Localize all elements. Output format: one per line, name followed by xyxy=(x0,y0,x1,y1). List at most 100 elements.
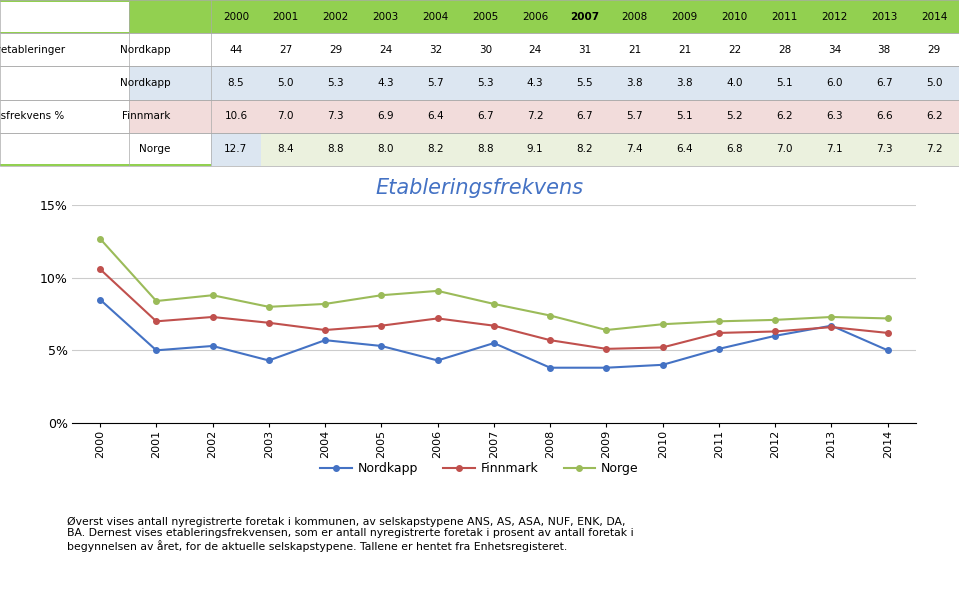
FancyBboxPatch shape xyxy=(211,100,959,133)
Text: 6.7: 6.7 xyxy=(876,78,893,88)
Norge xyxy=(882,315,894,322)
Norge xyxy=(151,297,162,304)
Norge xyxy=(657,321,668,328)
Finnmark xyxy=(151,318,162,325)
Finnmark xyxy=(545,336,556,344)
Text: 4.0: 4.0 xyxy=(726,78,743,88)
Text: 7.0: 7.0 xyxy=(776,144,793,155)
Text: 6.9: 6.9 xyxy=(377,111,394,121)
Text: 7.3: 7.3 xyxy=(327,111,344,121)
FancyBboxPatch shape xyxy=(129,66,211,100)
Text: 2011: 2011 xyxy=(771,11,798,22)
Nordkapp xyxy=(713,345,725,353)
Text: 8.8: 8.8 xyxy=(477,144,494,155)
FancyBboxPatch shape xyxy=(0,0,959,2)
Line: Finnmark: Finnmark xyxy=(97,266,891,352)
Text: 4.3: 4.3 xyxy=(526,78,544,88)
Nordkapp xyxy=(207,342,219,350)
Text: 32: 32 xyxy=(429,45,442,55)
Nordkapp xyxy=(319,336,331,344)
Finnmark xyxy=(826,324,837,331)
Finnmark xyxy=(657,344,668,351)
Text: 21: 21 xyxy=(628,45,642,55)
Nordkapp xyxy=(769,332,781,339)
Text: Nyetableringer: Nyetableringer xyxy=(0,45,65,55)
Text: 24: 24 xyxy=(528,45,542,55)
Nordkapp xyxy=(657,361,668,368)
Text: 31: 31 xyxy=(578,45,592,55)
Text: 2007: 2007 xyxy=(571,11,599,22)
Text: 6.8: 6.8 xyxy=(726,144,743,155)
Text: 7.3: 7.3 xyxy=(876,144,893,155)
Finnmark xyxy=(263,319,274,326)
Text: 5.0: 5.0 xyxy=(277,78,294,88)
Nordkapp xyxy=(151,347,162,354)
Nordkapp xyxy=(826,322,837,329)
Norge xyxy=(263,303,274,310)
Text: 2010: 2010 xyxy=(721,11,748,22)
Text: 8.0: 8.0 xyxy=(377,144,394,155)
Text: 7.0: 7.0 xyxy=(277,111,294,121)
Text: 29: 29 xyxy=(927,45,941,55)
Text: 8.2: 8.2 xyxy=(576,144,594,155)
Nordkapp xyxy=(94,296,105,303)
Text: 34: 34 xyxy=(828,45,841,55)
Norge xyxy=(826,313,837,321)
Finnmark xyxy=(432,315,443,322)
Nordkapp xyxy=(882,347,894,354)
Text: 2012: 2012 xyxy=(821,11,848,22)
Norge xyxy=(94,235,105,242)
Text: 7.2: 7.2 xyxy=(925,144,943,155)
Text: 7.4: 7.4 xyxy=(626,144,643,155)
Text: 38: 38 xyxy=(877,45,891,55)
Finnmark xyxy=(319,326,331,333)
Text: 28: 28 xyxy=(778,45,791,55)
Text: 2013: 2013 xyxy=(871,11,898,22)
Finnmark xyxy=(600,345,612,353)
Text: 8.5: 8.5 xyxy=(227,78,245,88)
Text: 2008: 2008 xyxy=(621,11,648,22)
Nordkapp xyxy=(263,357,274,364)
Legend: Nordkapp, Finnmark, Norge: Nordkapp, Finnmark, Norge xyxy=(316,457,643,480)
Text: 27: 27 xyxy=(279,45,292,55)
Nordkapp xyxy=(545,364,556,371)
Text: 2000: 2000 xyxy=(222,11,249,22)
Norge xyxy=(488,300,500,307)
Text: 6.3: 6.3 xyxy=(826,111,843,121)
Nordkapp xyxy=(432,357,443,364)
Finnmark xyxy=(488,322,500,329)
Text: 29: 29 xyxy=(329,45,342,55)
Text: 7.2: 7.2 xyxy=(526,111,544,121)
Text: 2003: 2003 xyxy=(372,11,399,22)
Text: 3.8: 3.8 xyxy=(676,78,693,88)
Text: 6.7: 6.7 xyxy=(477,111,494,121)
Finnmark xyxy=(207,313,219,321)
Text: 21: 21 xyxy=(678,45,691,55)
FancyBboxPatch shape xyxy=(129,100,211,133)
Text: 6.4: 6.4 xyxy=(676,144,693,155)
Text: 5.3: 5.3 xyxy=(477,78,494,88)
Text: 5.2: 5.2 xyxy=(726,111,743,121)
Norge xyxy=(319,300,331,307)
Text: 6.6: 6.6 xyxy=(876,111,893,121)
Text: 5.1: 5.1 xyxy=(676,111,693,121)
Nordkapp xyxy=(600,364,612,371)
Text: 7.1: 7.1 xyxy=(826,144,843,155)
FancyBboxPatch shape xyxy=(0,164,959,166)
Text: 2004: 2004 xyxy=(422,11,449,22)
Finnmark xyxy=(94,266,105,273)
Text: Etableringsfrekvens: Etableringsfrekvens xyxy=(375,178,584,198)
Text: 2009: 2009 xyxy=(671,11,698,22)
Norge xyxy=(713,318,725,325)
Text: 6.0: 6.0 xyxy=(826,78,843,88)
FancyBboxPatch shape xyxy=(211,133,261,166)
Text: Etableringsfrekvens %: Etableringsfrekvens % xyxy=(0,111,65,121)
Text: 6.2: 6.2 xyxy=(776,111,793,121)
Text: 5.7: 5.7 xyxy=(626,111,643,121)
Text: 24: 24 xyxy=(379,45,392,55)
Nordkapp xyxy=(376,342,387,350)
Text: 5.5: 5.5 xyxy=(576,78,594,88)
Finnmark xyxy=(713,329,725,336)
Nordkapp xyxy=(488,339,500,347)
Text: Øverst vises antall nyregistrerte foretak i kommunen, av selskapstypene ANS, AS,: Øverst vises antall nyregistrerte foreta… xyxy=(67,516,634,552)
